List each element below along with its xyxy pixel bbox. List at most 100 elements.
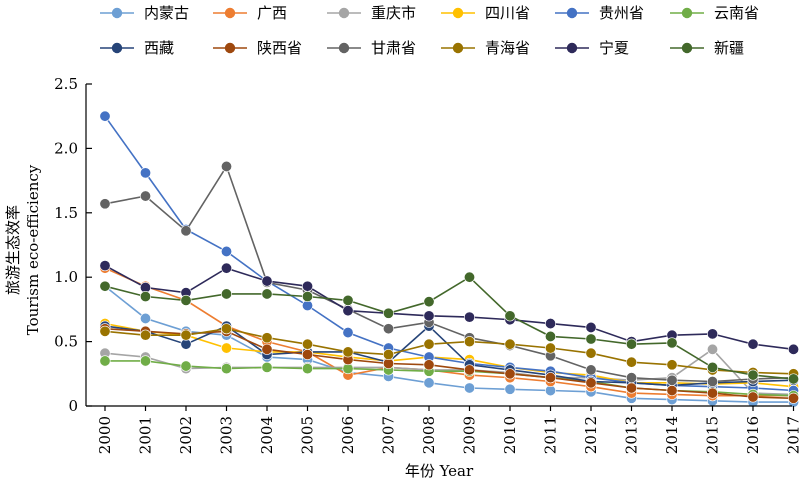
series-line <box>104 327 794 375</box>
y-tick-label: 0.5 <box>54 333 78 351</box>
data-point <box>221 323 233 335</box>
x-tick-label: 2010 <box>501 416 519 454</box>
data-point <box>463 382 475 394</box>
axes <box>85 84 792 407</box>
data-point <box>221 160 233 172</box>
x-tick-label: 2005 <box>299 416 317 454</box>
data-point <box>747 369 759 381</box>
data-point <box>544 330 556 342</box>
data-point <box>463 336 475 348</box>
data-point <box>585 321 597 333</box>
data-point <box>504 310 516 322</box>
legend-item: 四川省 <box>441 4 530 22</box>
data-point <box>342 305 354 317</box>
x-tick-label: 2009 <box>461 416 479 454</box>
legend-marker <box>338 42 350 54</box>
legend-item: 广西 <box>213 4 287 22</box>
data-point <box>625 382 637 394</box>
data-point <box>221 245 233 257</box>
legend-marker <box>111 7 123 19</box>
data-point <box>261 361 273 373</box>
data-point <box>99 110 111 122</box>
x-tick-label: 2000 <box>96 416 114 454</box>
data-point <box>221 342 233 354</box>
legend-item: 云南省 <box>670 4 759 22</box>
y-tick-label: 1.5 <box>54 204 78 222</box>
data-point <box>585 347 597 359</box>
legend-marker <box>452 7 464 19</box>
data-point <box>666 385 678 397</box>
data-point <box>301 348 313 360</box>
x-tick-label: 2012 <box>582 416 600 454</box>
legend-label: 西藏 <box>144 39 174 57</box>
x-axis-title: 年份 Year <box>405 462 474 480</box>
x-tick-label: 2014 <box>663 416 681 454</box>
data-point <box>625 356 637 368</box>
data-point <box>706 361 718 373</box>
series-line <box>104 264 794 351</box>
legend-marker <box>681 42 693 54</box>
legend-label: 青海省 <box>485 39 530 57</box>
data-point <box>585 377 597 389</box>
x-tick-label: 2006 <box>339 416 357 454</box>
data-point <box>706 328 718 340</box>
data-point <box>99 198 111 210</box>
data-point <box>140 355 152 367</box>
data-point <box>180 225 192 237</box>
data-point <box>544 342 556 354</box>
x-tick-label: 2004 <box>258 416 276 454</box>
x-tick-label: 2013 <box>623 416 641 454</box>
data-point <box>99 355 111 367</box>
legend-item: 重庆市 <box>327 4 416 22</box>
legend-marker <box>681 7 693 19</box>
x-tick-label: 2015 <box>704 416 722 454</box>
data-point <box>140 190 152 202</box>
series-5 <box>99 110 799 397</box>
data-point <box>787 392 799 404</box>
data-point <box>463 364 475 376</box>
series-line <box>105 360 794 397</box>
legend-item: 新疆 <box>670 39 744 57</box>
data-point <box>301 338 313 350</box>
data-point <box>382 307 394 319</box>
data-point <box>787 343 799 355</box>
series-layer <box>99 110 799 408</box>
data-point <box>221 262 233 274</box>
legend-label: 内蒙古 <box>144 4 189 22</box>
data-point <box>221 288 233 300</box>
data-point <box>463 311 475 323</box>
data-point <box>180 329 192 341</box>
data-point <box>99 280 111 292</box>
y-axis-title-cn: 旅游生态效率 <box>4 205 22 295</box>
x-tick-label: 2001 <box>137 416 155 454</box>
data-point <box>140 291 152 303</box>
legend-marker <box>111 42 123 54</box>
data-point <box>180 360 192 372</box>
x-tick-label: 2017 <box>785 416 800 454</box>
legend-item: 宁夏 <box>555 39 629 57</box>
legend-marker <box>566 42 578 54</box>
data-point <box>140 167 152 179</box>
data-point <box>666 359 678 371</box>
series-line <box>104 164 794 383</box>
x-tick-label: 2002 <box>177 416 195 454</box>
series-line <box>104 327 794 400</box>
x-tick-label: 2016 <box>744 416 762 454</box>
legend-marker <box>452 42 464 54</box>
x-tick-label: 2007 <box>380 416 398 454</box>
data-point <box>99 325 111 337</box>
x-tick-label: 2011 <box>542 416 560 454</box>
data-point <box>747 391 759 403</box>
legend-label: 四川省 <box>485 4 530 22</box>
data-point <box>261 332 273 344</box>
data-point <box>666 374 678 386</box>
data-point <box>706 343 718 355</box>
data-point <box>261 275 273 287</box>
y-tick-label: 1.0 <box>54 268 78 286</box>
data-point <box>504 338 516 350</box>
data-point <box>342 346 354 358</box>
data-point <box>382 348 394 360</box>
data-point <box>787 373 799 385</box>
